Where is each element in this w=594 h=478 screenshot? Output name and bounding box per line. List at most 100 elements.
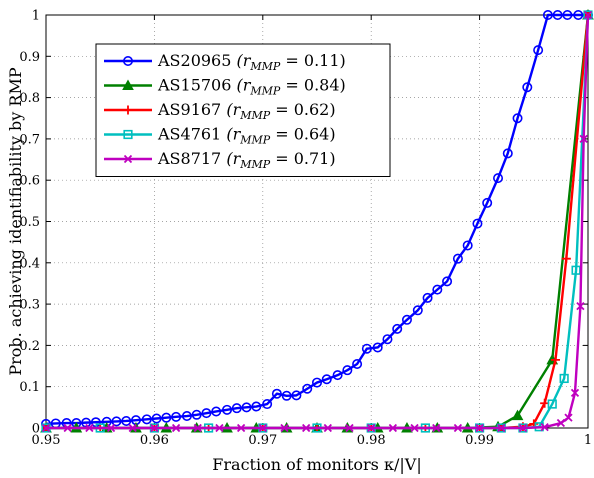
data-point-AS20965: [181, 411, 192, 422]
data-point-AS8717: [302, 423, 311, 433]
series-line-AS20965: [45, 13, 588, 426]
legend-math: (r: [237, 51, 252, 70]
legend-value: = 0.62): [270, 100, 335, 119]
data-point-AS20965: [262, 399, 273, 410]
data-point-AS20965: [241, 402, 252, 413]
legend-entry: AS15706 (rMMP = 0.84): [104, 76, 346, 98]
data-point-AS20965: [401, 314, 412, 325]
data-point-AS20965: [321, 374, 332, 385]
data-point-AS8717: [323, 423, 332, 433]
legend-math: (r: [226, 100, 241, 119]
y-axis-label: Prob. achieving identifiability by RMP: [6, 67, 25, 375]
legend-entry: AS9167 (rMMP = 0.62): [104, 100, 336, 122]
data-point-AS8717: [453, 423, 463, 433]
data-point-AS20965: [493, 173, 504, 184]
data-point-AS20965: [141, 414, 152, 425]
data-point-AS20965: [573, 10, 584, 20]
data-point-AS8717: [497, 423, 506, 433]
legend-marker: [123, 55, 134, 66]
data-point-AS20965: [302, 383, 313, 394]
x-tick-label: 0.96: [140, 433, 169, 448]
legend-entry: AS20965 (rMMP = 0.11): [104, 51, 346, 73]
y-tick-label: 0.4: [19, 256, 40, 271]
y-tick-label: 1: [32, 9, 40, 24]
y-tick-label: 0.3: [19, 298, 40, 313]
y-tick-label: 0.6: [19, 174, 40, 189]
data-point-AS20965: [552, 10, 563, 20]
y-tick-label: 0.8: [19, 91, 40, 106]
legend-series-name: AS9167: [157, 100, 226, 119]
data-point-AS20965: [392, 323, 403, 334]
y-tick-label: 0: [32, 422, 40, 437]
legend-subscript: MMP: [249, 60, 281, 73]
data-point-AS8717: [518, 423, 528, 433]
data-point-AS20965: [533, 45, 544, 56]
legend: AS20965 (rMMP = 0.11) AS15706 (rMMP = 0.8…: [95, 43, 391, 177]
legend-label: AS20965 (rMMP = 0.11): [157, 51, 346, 73]
x-tick-label: 0.99: [465, 433, 494, 448]
data-point-AS8717: [583, 10, 593, 20]
legend-marker: [123, 129, 133, 140]
data-point-AS20965: [482, 197, 493, 208]
data-point-AS20965: [462, 240, 473, 251]
data-point-AS8717: [193, 423, 202, 433]
data-point-AS20965: [372, 342, 383, 353]
data-point-AS20965: [361, 343, 372, 354]
data-point-AS20965: [201, 408, 212, 419]
data-point-AS8717: [258, 423, 267, 433]
data-point-AS8717: [128, 423, 137, 433]
data-point-AS20965: [442, 276, 453, 287]
data-point-AS20965: [522, 82, 533, 93]
data-point-AS20965: [311, 377, 322, 388]
series-AS8717: [41, 10, 593, 433]
data-point-AS8717: [570, 388, 580, 398]
legend-series-name: AS4761: [157, 125, 226, 144]
data-point-AS9167: [561, 254, 571, 264]
data-point-AS8717: [475, 423, 484, 433]
data-point-AS20965: [121, 415, 132, 426]
data-point-AS8717: [367, 423, 376, 433]
data-point-AS20965: [412, 305, 423, 316]
data-point-AS8717: [432, 423, 441, 433]
data-point-AS8717: [345, 423, 354, 433]
legend-label: AS4761 (rMMP = 0.64): [157, 125, 336, 147]
legend-marker: [122, 79, 134, 90]
data-point-AS20965: [512, 113, 523, 124]
legend-subscript: MMP: [249, 85, 281, 98]
data-point-AS20965: [271, 388, 282, 399]
data-point-AS8717: [280, 423, 289, 433]
data-point-AS8717: [150, 423, 159, 433]
x-axis-label: Fraction of monitors κ/|V|: [212, 455, 421, 474]
data-point-AS20965: [352, 358, 363, 369]
data-point-AS20965: [432, 284, 443, 295]
data-point-AS8717: [556, 418, 566, 428]
data-point-AS20965: [231, 403, 242, 414]
data-point-AS20965: [191, 409, 202, 420]
data-point-AS8717: [576, 302, 585, 311]
data-point-AS8717: [410, 423, 419, 433]
data-point-AS20965: [452, 253, 463, 264]
legend-subscript: MMP: [239, 109, 271, 122]
legend-series-name: AS8717: [157, 149, 226, 168]
legend-subscript: MMP: [239, 158, 271, 171]
data-point-AS8717: [579, 134, 588, 144]
data-point-AS20965: [211, 406, 222, 417]
x-tick-label: 0.95: [32, 433, 61, 448]
y-tick-label: 0.5: [19, 215, 40, 230]
data-point-AS20965: [502, 148, 513, 159]
data-point-AS20965: [251, 401, 262, 412]
legend-marker: [123, 105, 133, 115]
tick-labels: 0.95 0.96 0.97 0.98 0.99 1 0 0.1 0.2 0.3 0.4 0.5 0.6…: [19, 9, 592, 449]
data-point-AS20965: [472, 218, 483, 229]
data-point-AS20965: [281, 390, 292, 401]
legend-marker: [123, 154, 133, 164]
legend-value: = 0.64): [270, 125, 335, 144]
data-point-AS8717: [171, 423, 181, 433]
data-point-AS9167: [550, 355, 560, 365]
data-point-AS8717: [63, 423, 72, 433]
data-point-AS20965: [222, 404, 233, 415]
y-tick-label: 0.1: [19, 380, 40, 395]
y-tick-label: 0.9: [19, 50, 40, 65]
x-tick-label: 0.97: [248, 433, 277, 448]
